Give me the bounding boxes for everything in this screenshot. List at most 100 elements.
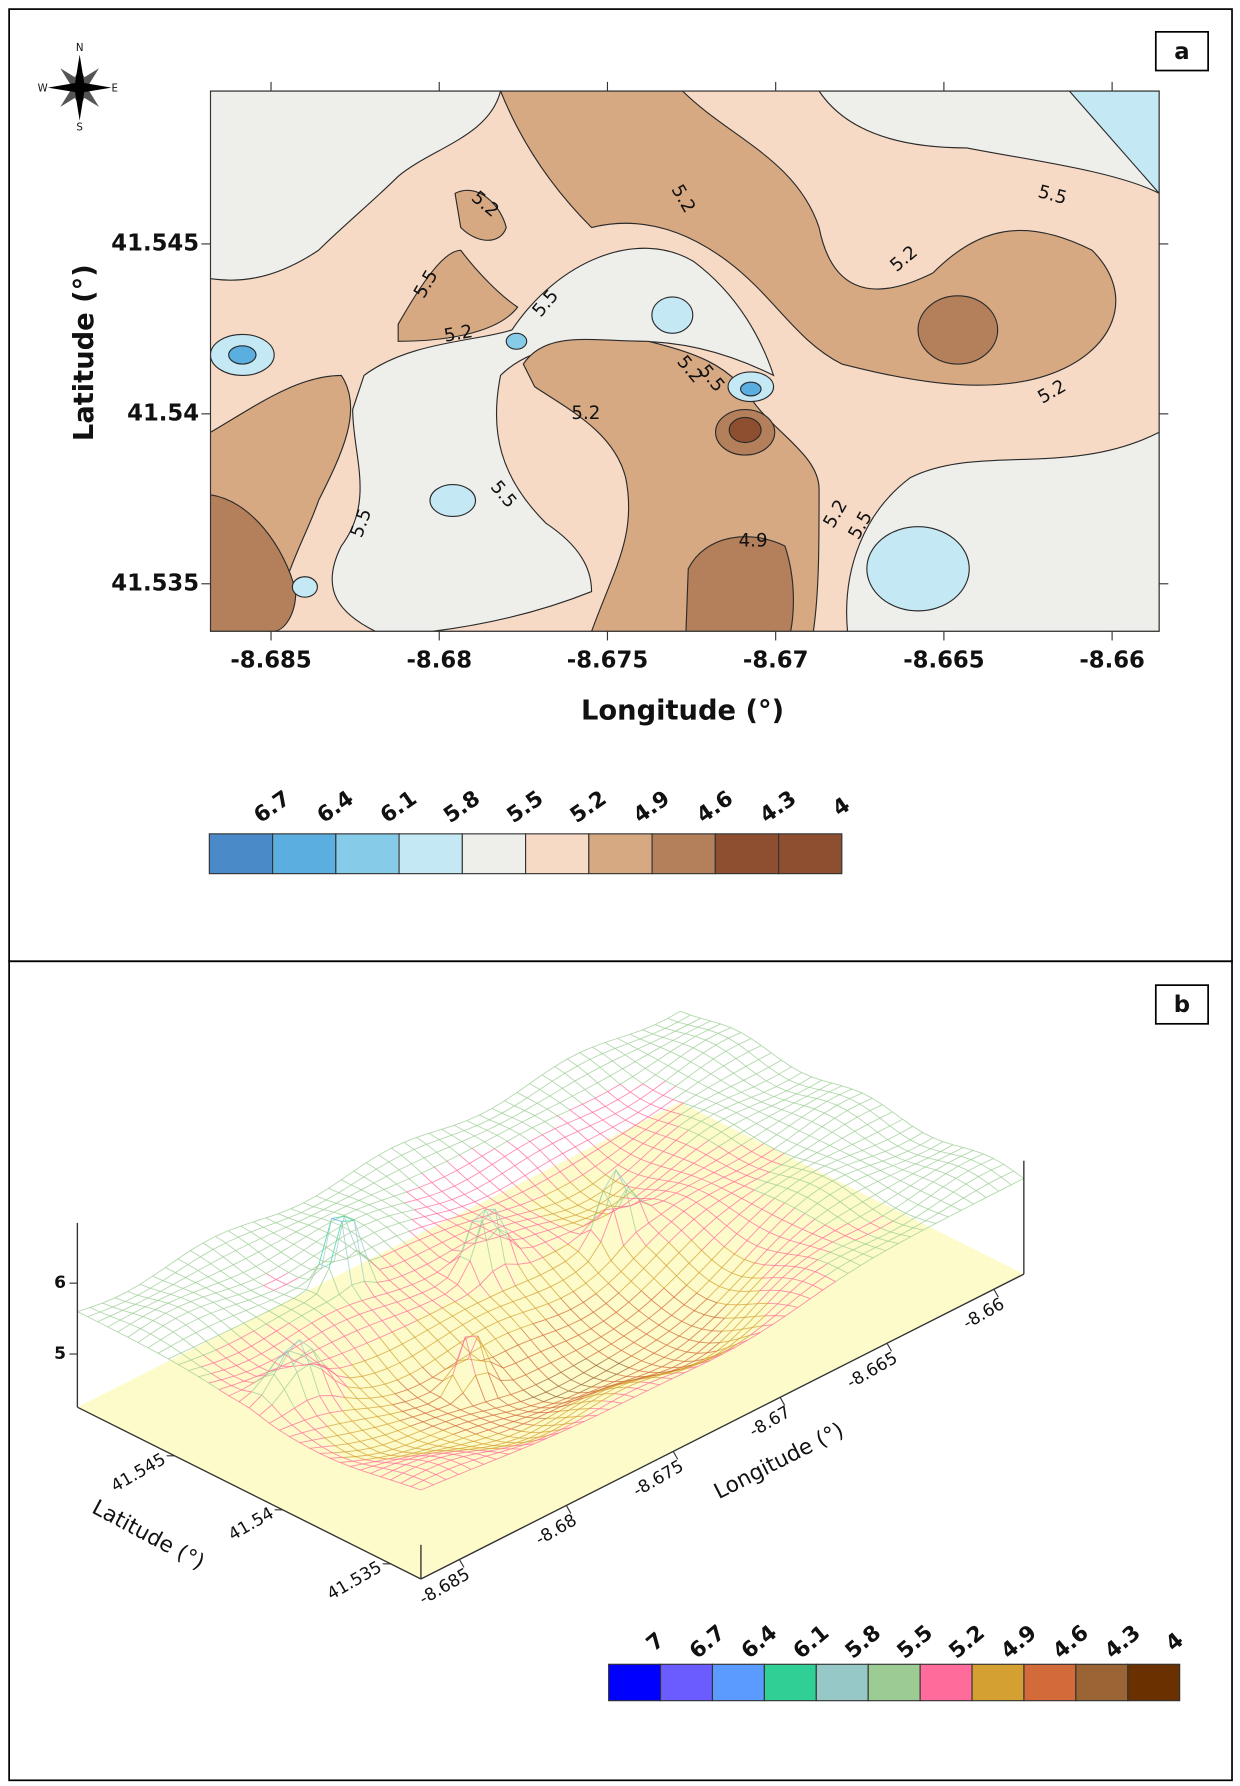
- mesh-line: [444, 1224, 458, 1231]
- mesh-line: [366, 1162, 377, 1170]
- mesh-line: [728, 1207, 740, 1215]
- mesh-line: [927, 1151, 941, 1159]
- mesh-line: [548, 1378, 559, 1387]
- mesh-line: [203, 1296, 214, 1303]
- mesh-line: [394, 1389, 408, 1395]
- mesh-line: [943, 1186, 954, 1193]
- y-tick-label: 41.535: [111, 570, 199, 596]
- mesh-line: [390, 1454, 401, 1457]
- mesh-line: [407, 1383, 421, 1391]
- mesh-line: [743, 1073, 757, 1081]
- mesh-line: [344, 1397, 356, 1410]
- mesh-line: [875, 1187, 889, 1196]
- mesh-line: [125, 1301, 136, 1305]
- mesh-line: [419, 1305, 431, 1315]
- mesh-line: [602, 1119, 614, 1128]
- mesh-line: [902, 1169, 914, 1175]
- mesh-line: [493, 1441, 507, 1447]
- mesh-line: [799, 1242, 811, 1247]
- mesh-line: [173, 1324, 187, 1333]
- mesh-line: [807, 1248, 821, 1258]
- mesh-line: [915, 1216, 926, 1222]
- mesh-line: [884, 1145, 898, 1152]
- mesh-line: [596, 1388, 607, 1393]
- mesh-line: [490, 1418, 504, 1423]
- mesh-line: [700, 1113, 714, 1122]
- mesh-line: [713, 1237, 725, 1248]
- mesh-line: [869, 1164, 881, 1171]
- mesh-line: [603, 1380, 615, 1383]
- mesh-line: [725, 1050, 737, 1059]
- mesh-line: [532, 1121, 546, 1129]
- mesh-line: [425, 1464, 439, 1471]
- mesh-line: [415, 1443, 429, 1449]
- mesh-line: [522, 1185, 536, 1193]
- mesh-line: [407, 1430, 421, 1437]
- mesh-line: [474, 1195, 488, 1203]
- mesh-line: [642, 1074, 656, 1085]
- mesh-line: [640, 1098, 651, 1105]
- mesh-line: [694, 1310, 705, 1316]
- mesh-line: [922, 1169, 936, 1179]
- mesh-line: [326, 1368, 338, 1377]
- mesh-line: [541, 1430, 552, 1433]
- mesh-line: [301, 1255, 315, 1265]
- mesh-line: [837, 1216, 848, 1224]
- mesh-line: [384, 1235, 398, 1242]
- mesh-line: [447, 1277, 458, 1286]
- mesh-line: [643, 1189, 657, 1199]
- mesh-line: [380, 1452, 391, 1456]
- mesh-line: [535, 1384, 547, 1393]
- mesh-line: [784, 1307, 799, 1317]
- mesh-line: [135, 1297, 149, 1305]
- mesh-line: [655, 1065, 669, 1076]
- x-tick-label: -8.67: [743, 647, 809, 673]
- mesh-line: [540, 1216, 551, 1223]
- mesh-line: [551, 1423, 565, 1432]
- mesh-line: [248, 1295, 262, 1301]
- mesh-line: [683, 1158, 694, 1164]
- mesh-line: [602, 1047, 616, 1054]
- mesh-line: [301, 1348, 313, 1356]
- mesh-line: [535, 1307, 547, 1320]
- mesh-line: [552, 1213, 564, 1220]
- mesh-line: [771, 1099, 785, 1107]
- mesh-line: [727, 1337, 741, 1349]
- mesh-line: [616, 1373, 627, 1377]
- mesh-line: [791, 1166, 803, 1171]
- mesh-line: [434, 1286, 446, 1295]
- mesh-line: [256, 1310, 270, 1318]
- mesh-line: [381, 1315, 395, 1321]
- mesh-line: [537, 1224, 549, 1231]
- mesh-line: [431, 1182, 443, 1192]
- contour-region: [454, 189, 507, 241]
- mesh-line: [550, 1402, 564, 1409]
- mesh-line: [147, 1297, 159, 1301]
- mesh-line: [484, 1209, 499, 1230]
- mesh-line: [689, 1339, 700, 1343]
- mesh-line: [301, 1308, 315, 1317]
- mesh-line: [412, 1347, 426, 1357]
- mesh-line: [703, 1052, 714, 1060]
- mesh-line: [382, 1444, 393, 1450]
- mesh-line: [323, 1253, 337, 1263]
- mesh-line: [675, 1085, 686, 1092]
- mesh-line: [310, 1209, 324, 1217]
- mesh-line: [175, 1317, 187, 1326]
- mesh-line: [772, 1265, 786, 1279]
- mesh-line: [679, 1366, 690, 1370]
- y-tick-label: 41.545: [108, 1449, 170, 1496]
- legend-label: 5.2: [944, 1620, 989, 1664]
- contour-label: 5.2: [571, 403, 600, 424]
- mesh-line: [183, 1332, 197, 1340]
- mesh-line: [564, 1136, 576, 1148]
- mesh-line: [303, 1195, 317, 1204]
- mesh-line: [484, 1134, 498, 1143]
- mesh-line: [433, 1166, 445, 1178]
- mesh-line: [932, 1173, 946, 1183]
- mesh-line: [708, 1139, 720, 1147]
- mesh-line: [673, 1204, 685, 1212]
- mesh-line: [137, 1287, 151, 1296]
- mesh-line: [215, 1288, 229, 1294]
- mesh-line: [450, 1392, 464, 1405]
